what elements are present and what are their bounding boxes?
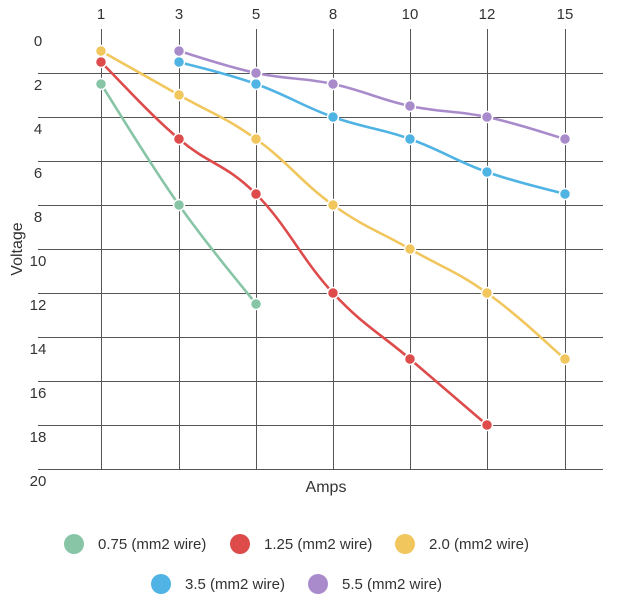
x-tick-label: 15 <box>557 6 574 23</box>
legend-item: 1.25 (mm2 wire) <box>230 534 372 554</box>
data-point <box>172 88 186 102</box>
data-point <box>403 132 417 146</box>
y-tick-label: 4 <box>34 121 42 138</box>
data-point <box>172 198 186 212</box>
x-axis-title: Amps <box>306 479 347 496</box>
legend-swatch <box>395 534 415 554</box>
data-point <box>480 286 494 300</box>
y-axis-title: Voltage <box>9 222 26 275</box>
data-point <box>249 132 263 146</box>
legend-label: 1.25 (mm2 wire) <box>264 536 372 553</box>
data-point <box>249 187 263 201</box>
x-tick-label: 5 <box>252 6 260 23</box>
legend: 0.75 (mm2 wire) 1.25 (mm2 wire) 2.0 (mm2 w… <box>64 534 529 594</box>
data-point <box>326 77 340 91</box>
vertical-gridlines <box>101 29 566 469</box>
data-point <box>326 110 340 124</box>
y-tick-label: 10 <box>30 253 47 270</box>
legend-item: 0.75 (mm2 wire) <box>64 534 206 554</box>
legend-label: 5.5 (mm2 wire) <box>342 576 442 593</box>
data-point <box>558 352 572 366</box>
x-tick-label: 3 <box>175 6 183 23</box>
y-tick-label: 14 <box>30 341 47 358</box>
data-point <box>403 242 417 256</box>
data-point <box>558 132 572 146</box>
data-point <box>480 418 494 432</box>
y-tick-label: 2 <box>34 77 42 94</box>
y-tick-label: 12 <box>30 297 47 314</box>
legend-item: 3.5 (mm2 wire) <box>151 574 285 594</box>
data-point <box>94 44 108 58</box>
legend-label: 2.0 (mm2 wire) <box>429 536 529 553</box>
legend-swatch <box>230 534 250 554</box>
x-axis-tick-labels: 1 3 5 8 10 12 15 <box>97 6 574 23</box>
y-axis-tick-labels: 0 2 4 6 8 10 12 14 16 18 20 <box>30 33 47 490</box>
legend-label: 3.5 (mm2 wire) <box>185 576 285 593</box>
data-point <box>326 286 340 300</box>
legend-swatch <box>308 574 328 594</box>
data-point <box>558 187 572 201</box>
data-point <box>480 110 494 124</box>
data-point <box>249 77 263 91</box>
data-point <box>326 198 340 212</box>
x-tick-label: 10 <box>402 6 419 23</box>
series-line-2 <box>99 60 489 427</box>
series-line-4 <box>177 60 567 196</box>
legend-swatch <box>64 534 84 554</box>
data-point <box>172 55 186 69</box>
legend-label: 0.75 (mm2 wire) <box>98 536 206 553</box>
y-tick-label: 18 <box>30 429 47 446</box>
x-tick-label: 12 <box>479 6 496 23</box>
data-point <box>94 55 108 69</box>
x-tick-label: 1 <box>97 6 105 23</box>
y-tick-label: 0 <box>34 33 42 50</box>
series-line-5 <box>177 49 567 141</box>
y-tick-label: 8 <box>34 209 42 226</box>
y-tick-label: 16 <box>30 385 47 402</box>
data-point <box>172 44 186 58</box>
data-point <box>403 352 417 366</box>
series-points <box>94 44 572 432</box>
x-tick-label: 8 <box>329 6 337 23</box>
legend-item: 2.0 (mm2 wire) <box>395 534 529 554</box>
data-point <box>172 132 186 146</box>
data-point <box>403 99 417 113</box>
legend-item: 5.5 (mm2 wire) <box>308 574 442 594</box>
horizontal-gridlines <box>38 73 603 470</box>
data-point <box>249 66 263 80</box>
y-tick-label: 20 <box>30 473 47 490</box>
data-point <box>94 77 108 91</box>
y-tick-label: 6 <box>34 165 42 182</box>
legend-swatch <box>151 574 171 594</box>
data-point <box>249 297 263 311</box>
data-point <box>480 165 494 179</box>
